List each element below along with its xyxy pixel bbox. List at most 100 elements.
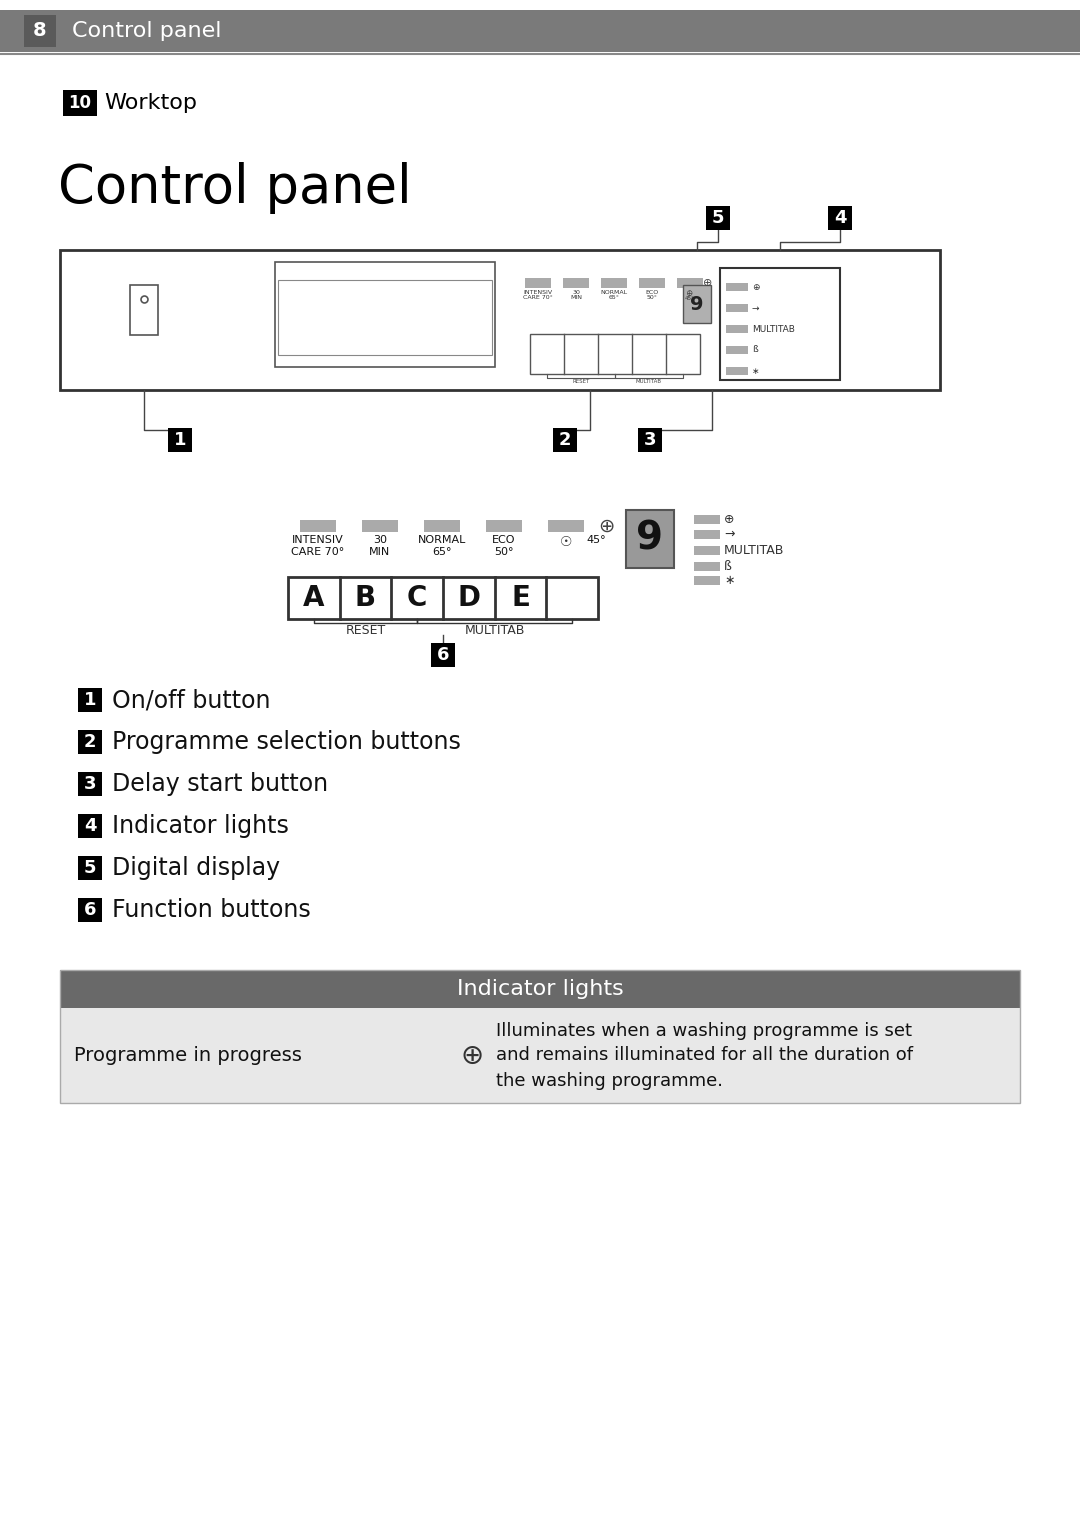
Text: 8: 8 <box>33 21 46 40</box>
Bar <box>78 729 102 754</box>
Bar <box>683 284 711 323</box>
Text: Worktop: Worktop <box>104 93 197 113</box>
Text: 4: 4 <box>84 816 96 835</box>
Text: MULTITAB: MULTITAB <box>464 624 525 638</box>
Text: 5: 5 <box>712 209 725 226</box>
Text: 1: 1 <box>174 431 186 450</box>
Text: ⊕: ⊕ <box>703 278 713 287</box>
Text: →: → <box>752 303 759 312</box>
Bar <box>486 520 522 532</box>
Bar <box>300 520 336 532</box>
Bar <box>78 688 102 713</box>
Text: MULTITAB: MULTITAB <box>752 324 795 333</box>
Bar <box>706 206 730 229</box>
Text: Programme selection buttons: Programme selection buttons <box>112 729 461 754</box>
Bar <box>694 531 720 540</box>
Text: ⊕: ⊕ <box>752 283 759 292</box>
Text: NORMAL
65°: NORMAL 65° <box>418 535 467 557</box>
Bar <box>726 346 748 355</box>
Text: 3: 3 <box>644 431 657 450</box>
Bar <box>60 969 1020 1102</box>
Text: 30
MIN: 30 MIN <box>570 291 582 300</box>
Bar <box>720 268 840 381</box>
Text: MULTITAB: MULTITAB <box>636 379 662 384</box>
Bar <box>60 969 1020 1008</box>
Text: ☉: ☉ <box>559 535 572 549</box>
Text: 2: 2 <box>558 431 571 450</box>
Bar <box>726 326 748 333</box>
Text: ⨁
45°: ⨁ 45° <box>685 291 694 301</box>
Text: 1: 1 <box>84 691 96 709</box>
Text: 5: 5 <box>84 859 96 878</box>
Bar <box>600 278 627 287</box>
Bar <box>431 644 455 667</box>
Text: Digital display: Digital display <box>112 856 280 881</box>
Text: 2: 2 <box>84 732 96 751</box>
Bar <box>638 428 662 453</box>
Text: E: E <box>511 584 530 612</box>
Text: B: B <box>355 584 376 612</box>
Text: On/off button: On/off button <box>112 688 270 713</box>
Text: INTENSIV
CARE 70°: INTENSIV CARE 70° <box>292 535 345 557</box>
Bar <box>694 515 720 524</box>
Text: 30
MIN: 30 MIN <box>369 535 391 557</box>
Bar <box>78 856 102 881</box>
Bar <box>553 428 577 453</box>
Bar <box>548 520 584 532</box>
Bar <box>626 511 674 567</box>
Text: 9: 9 <box>690 295 704 313</box>
Bar <box>63 90 97 116</box>
Bar <box>275 261 495 367</box>
Text: C: C <box>407 584 428 612</box>
Bar <box>677 278 703 287</box>
Text: ß: ß <box>752 346 758 355</box>
Text: Control panel: Control panel <box>72 21 221 41</box>
Text: ⊕: ⊕ <box>598 517 615 535</box>
Bar <box>639 278 665 287</box>
Bar <box>130 284 158 335</box>
Text: 45°: 45° <box>586 535 606 544</box>
Text: 4: 4 <box>834 209 847 226</box>
Bar <box>288 576 598 619</box>
Bar <box>694 576 720 586</box>
Bar <box>726 367 748 375</box>
Bar <box>530 333 700 375</box>
Text: Indicator lights: Indicator lights <box>112 813 288 838</box>
Text: 10: 10 <box>68 93 92 112</box>
Bar <box>525 278 551 287</box>
Bar <box>78 813 102 838</box>
Text: MULTITAB: MULTITAB <box>724 544 784 557</box>
Bar <box>168 428 192 453</box>
Bar <box>78 772 102 797</box>
Bar <box>0 11 1080 52</box>
Text: A: A <box>303 584 325 612</box>
Text: ∗: ∗ <box>724 573 734 587</box>
Bar <box>362 520 399 532</box>
Bar <box>726 283 748 291</box>
Bar <box>694 546 720 555</box>
Text: ⊕: ⊕ <box>460 1041 484 1069</box>
Text: Programme in progress: Programme in progress <box>75 1046 302 1066</box>
Text: ∗: ∗ <box>752 367 759 376</box>
Text: ß: ß <box>724 560 732 573</box>
Text: NORMAL
65°: NORMAL 65° <box>600 291 627 300</box>
Bar <box>78 898 102 922</box>
Text: D: D <box>457 584 481 612</box>
Bar <box>563 278 589 287</box>
Text: 9: 9 <box>636 520 663 558</box>
Bar <box>726 304 748 312</box>
Text: Delay start button: Delay start button <box>112 772 328 797</box>
Text: ⊕: ⊕ <box>724 514 734 526</box>
Text: 6: 6 <box>436 645 449 664</box>
Bar <box>24 15 56 47</box>
Text: INTENSIV
CARE 70°: INTENSIV CARE 70° <box>523 291 553 300</box>
Text: Function buttons: Function buttons <box>112 898 311 922</box>
Text: Control panel: Control panel <box>58 162 411 214</box>
Bar <box>694 563 720 570</box>
Bar <box>60 251 940 390</box>
Text: ECO
50°: ECO 50° <box>646 291 659 300</box>
Text: RESET: RESET <box>572 379 590 384</box>
Text: Illuminates when a washing programme is set
and remains illuminated for all the : Illuminates when a washing programme is … <box>496 1021 913 1090</box>
Text: 3: 3 <box>84 775 96 794</box>
Bar <box>60 1008 1020 1102</box>
